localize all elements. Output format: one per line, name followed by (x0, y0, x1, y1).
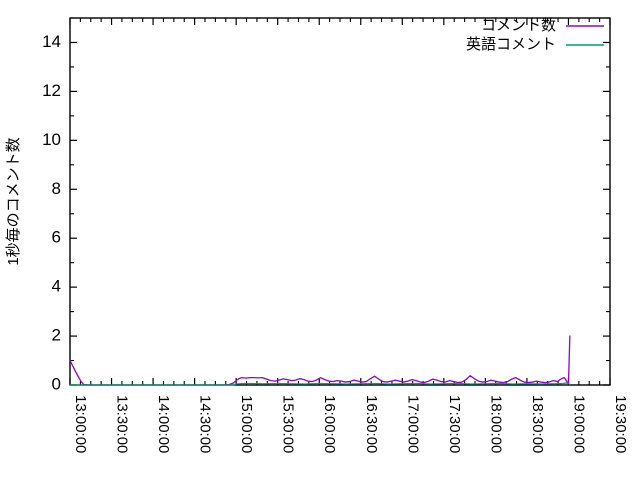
series-line-1 (69, 335, 571, 386)
x-tick-label: 15:00:00 (238, 395, 255, 453)
x-tick-label: 15:30:00 (280, 395, 297, 453)
y-tick-label: 10 (42, 130, 61, 149)
x-tick-label: 17:00:00 (404, 395, 421, 453)
x-tick-label: 17:30:00 (446, 395, 463, 453)
x-tick-label: 19:30:00 (612, 395, 629, 453)
legend-label-1: コメント数 (481, 17, 556, 34)
y-tick-label: 12 (42, 81, 61, 100)
x-tick-label: 18:30:00 (529, 395, 546, 453)
x-tick-label: 14:30:00 (197, 395, 214, 453)
x-tick-label: 14:00:00 (155, 395, 172, 453)
x-tick-label: 19:00:00 (570, 395, 587, 453)
x-tick-label: 13:00:00 (72, 395, 89, 453)
y-axis-title: 1秒毎のコメント数 (5, 137, 22, 265)
y-tick-label: 0 (52, 374, 61, 393)
y-tick-label: 8 (52, 179, 61, 198)
x-tick-label: 13:30:00 (114, 395, 131, 453)
series-line-2 (69, 382, 571, 386)
y-tick-label: 2 (52, 326, 61, 345)
legend-label-2: 英語コメント (466, 35, 556, 53)
x-tick-label: 16:00:00 (321, 395, 338, 453)
y-tick-label: 4 (52, 277, 61, 296)
y-tick-label: 6 (52, 228, 61, 247)
y-tick-label: 14 (42, 32, 61, 51)
plot-frame (69, 17, 611, 386)
x-tick-label: 16:30:00 (363, 395, 380, 453)
x-tick-label: 18:00:00 (487, 395, 504, 453)
